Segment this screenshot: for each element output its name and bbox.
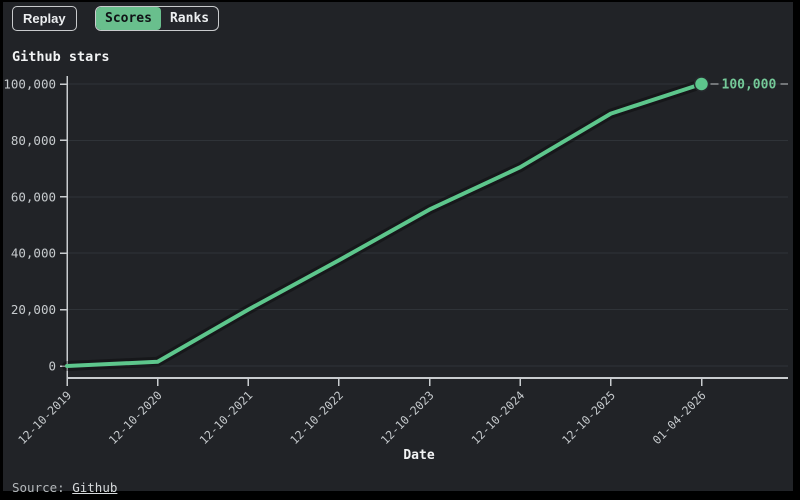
- tab-ranks[interactable]: Ranks: [169, 11, 210, 26]
- end-point-dot: [693, 76, 710, 92]
- series-line-shadow: [62, 79, 707, 371]
- end-value-label: 100,000: [722, 78, 777, 93]
- view-toggle: Scores Ranks: [95, 6, 220, 31]
- x-tick-label: 12-10-2020: [106, 388, 165, 447]
- source-prefix: Source:: [12, 480, 73, 495]
- x-tick-label: 12-10-2023: [378, 388, 437, 447]
- source-link[interactable]: Github: [72, 480, 118, 495]
- tab-scores[interactable]: Scores: [96, 7, 161, 30]
- x-tick-label: 12-10-2022: [287, 388, 346, 447]
- y-tick-label: 60,000: [11, 189, 56, 204]
- y-tick-label: 20,000: [11, 302, 56, 317]
- source-line: Source: Github: [12, 480, 117, 495]
- y-tick-label: 40,000: [11, 246, 56, 261]
- page-title: Github stars: [12, 49, 110, 65]
- series-line: [65, 82, 704, 368]
- x-axis-title: Date: [403, 448, 435, 463]
- x-tick-label: 12-10-2021: [197, 388, 256, 447]
- y-tick-label: 80,000: [11, 133, 56, 148]
- replay-button[interactable]: Replay: [12, 6, 77, 31]
- y-tick-label: 100,000: [3, 77, 56, 92]
- x-tick-label: 12-10-2024: [468, 388, 527, 447]
- x-tick-label: 12-10-2019: [15, 388, 74, 447]
- y-tick-label: 0: [48, 359, 56, 374]
- x-tick-label: 01-04-2026: [650, 388, 709, 447]
- x-tick-label: 12-10-2025: [559, 388, 618, 447]
